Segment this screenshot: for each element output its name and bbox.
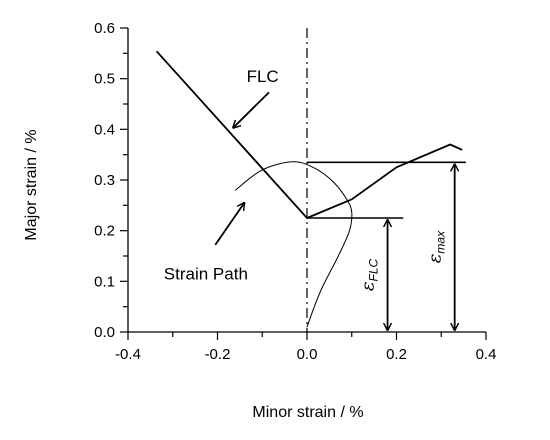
x-tick-label: -0.2 (205, 346, 231, 363)
strain-path-pointer-arrow (214, 203, 244, 246)
y-tick-label: 0.2 (94, 223, 115, 240)
annotations: FLC Strain Path εFLC εmax (164, 67, 455, 330)
x-tick-label: -0.4 (115, 346, 141, 363)
x-tick-label: 0.0 (297, 346, 318, 363)
reference-lines (306, 28, 466, 332)
flc-pointer-arrow (233, 91, 270, 127)
flc-label: FLC (247, 67, 279, 86)
x-axis-title: Minor strain / % (252, 404, 363, 421)
y-tick-label: 0.4 (94, 121, 115, 138)
axes: -0.4 -0.2 0.0 0.2 0.4 0.0 0.1 0.2 0.3 0.4 0.5 0.6 (94, 20, 496, 363)
data-series (156, 50, 463, 328)
eps-max-label: εmax (425, 230, 448, 263)
y-tick-label: 0.0 (94, 324, 115, 341)
strain-path-label: Strain Path (164, 265, 248, 284)
y-tick-label: 0.6 (94, 20, 115, 37)
y-tick-label: 0.5 (94, 71, 115, 88)
strain-path-curve (234, 161, 353, 328)
y-tick-label: 0.1 (94, 273, 115, 290)
flc-curve (156, 50, 463, 219)
y-axis-title: Major strain / % (23, 129, 40, 240)
x-tick-label: 0.2 (386, 346, 407, 363)
eps-flc-label: εFLC (358, 258, 381, 291)
y-tick-label: 0.3 (94, 172, 115, 189)
x-tick-label: 0.4 (476, 346, 497, 363)
